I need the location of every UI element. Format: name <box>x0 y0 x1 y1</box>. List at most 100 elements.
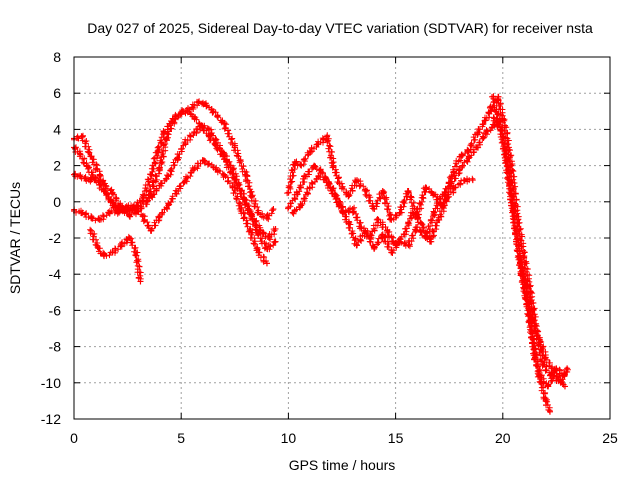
data-point <box>345 193 352 200</box>
data-point <box>388 249 395 256</box>
data-point <box>156 166 163 173</box>
data-point <box>330 162 337 169</box>
data-point <box>536 372 543 379</box>
data-point <box>92 175 99 182</box>
data-point <box>319 169 326 176</box>
data-point <box>422 184 429 191</box>
x-axis-label: GPS time / hours <box>289 457 396 473</box>
data-point <box>542 397 549 404</box>
data-point <box>272 238 279 245</box>
data-point <box>126 235 133 241</box>
data-point <box>229 166 236 173</box>
data-point <box>379 187 386 194</box>
data-point <box>156 213 163 220</box>
y-tick-label: 0 <box>53 194 61 210</box>
data-point <box>101 187 108 194</box>
data-point <box>409 209 416 216</box>
y-tick-label: -12 <box>41 411 61 427</box>
data-point <box>315 140 322 147</box>
data-point <box>191 130 198 137</box>
data-point <box>564 365 571 372</box>
data-point <box>169 115 176 122</box>
data-point <box>242 171 249 178</box>
data-point <box>178 110 185 117</box>
data-point <box>497 126 504 133</box>
data-point <box>482 130 489 137</box>
data-point <box>263 245 270 252</box>
data-point <box>139 195 146 202</box>
x-tick-label: 5 <box>177 430 185 446</box>
data-point <box>266 235 273 241</box>
y-tick-label: 2 <box>53 158 61 174</box>
data-point <box>405 242 412 249</box>
data-point <box>293 191 300 198</box>
data-point <box>148 171 155 178</box>
data-point <box>173 187 180 194</box>
y-tick-label: 4 <box>53 121 61 137</box>
data-point <box>482 117 489 124</box>
data-point <box>465 148 472 155</box>
y-tick-label: -8 <box>49 339 62 355</box>
data-point <box>375 216 382 223</box>
data-point <box>549 365 556 372</box>
data-point <box>311 162 318 169</box>
data-point <box>255 209 262 216</box>
data-point <box>221 171 228 178</box>
data-point <box>255 231 262 238</box>
data-point <box>354 242 361 249</box>
data-point <box>323 177 330 184</box>
data-point <box>371 245 378 252</box>
x-tick-label: 25 <box>602 430 618 446</box>
data-point <box>504 158 511 165</box>
data-point <box>83 162 90 169</box>
data-point <box>341 209 348 216</box>
data-point <box>516 256 523 263</box>
data-point <box>529 336 536 343</box>
data-point <box>248 193 255 200</box>
data-point <box>345 220 352 227</box>
data-point <box>195 99 202 106</box>
data-point <box>270 206 277 213</box>
data-point <box>96 216 103 223</box>
y-tick-label: -2 <box>49 230 62 246</box>
data-point <box>165 173 172 180</box>
data-point <box>182 177 189 184</box>
data-point <box>510 209 517 216</box>
data-point <box>546 408 553 415</box>
series-track-8 <box>289 172 476 249</box>
y-tick-label: 8 <box>53 49 61 65</box>
data-point <box>79 209 86 216</box>
data-point <box>113 207 120 214</box>
x-tick-label: 15 <box>388 430 404 446</box>
data-point <box>154 148 161 155</box>
data-point <box>139 213 146 220</box>
data-point <box>182 139 189 146</box>
data-point <box>188 104 195 111</box>
data-point <box>405 187 412 194</box>
data-point <box>212 166 219 173</box>
data-point <box>126 213 133 220</box>
data-point <box>86 177 93 184</box>
data-point <box>161 130 168 137</box>
data-point <box>206 160 213 167</box>
data-point <box>435 216 442 223</box>
data-point <box>184 108 191 115</box>
data-point <box>456 166 463 173</box>
data-point <box>165 202 172 209</box>
data-point <box>418 220 425 227</box>
data-point <box>444 195 451 202</box>
y-tick-label: -6 <box>49 302 62 318</box>
data-point <box>173 155 180 162</box>
data-point <box>486 104 493 111</box>
data-point <box>474 130 481 137</box>
data-point <box>221 151 228 158</box>
data-point <box>263 215 270 222</box>
data-point <box>191 166 198 173</box>
data-point <box>88 215 95 222</box>
data-point <box>96 171 103 178</box>
data-point <box>349 206 356 213</box>
data-point <box>379 231 386 238</box>
data-point <box>396 209 403 216</box>
series-track-5 <box>87 226 144 285</box>
